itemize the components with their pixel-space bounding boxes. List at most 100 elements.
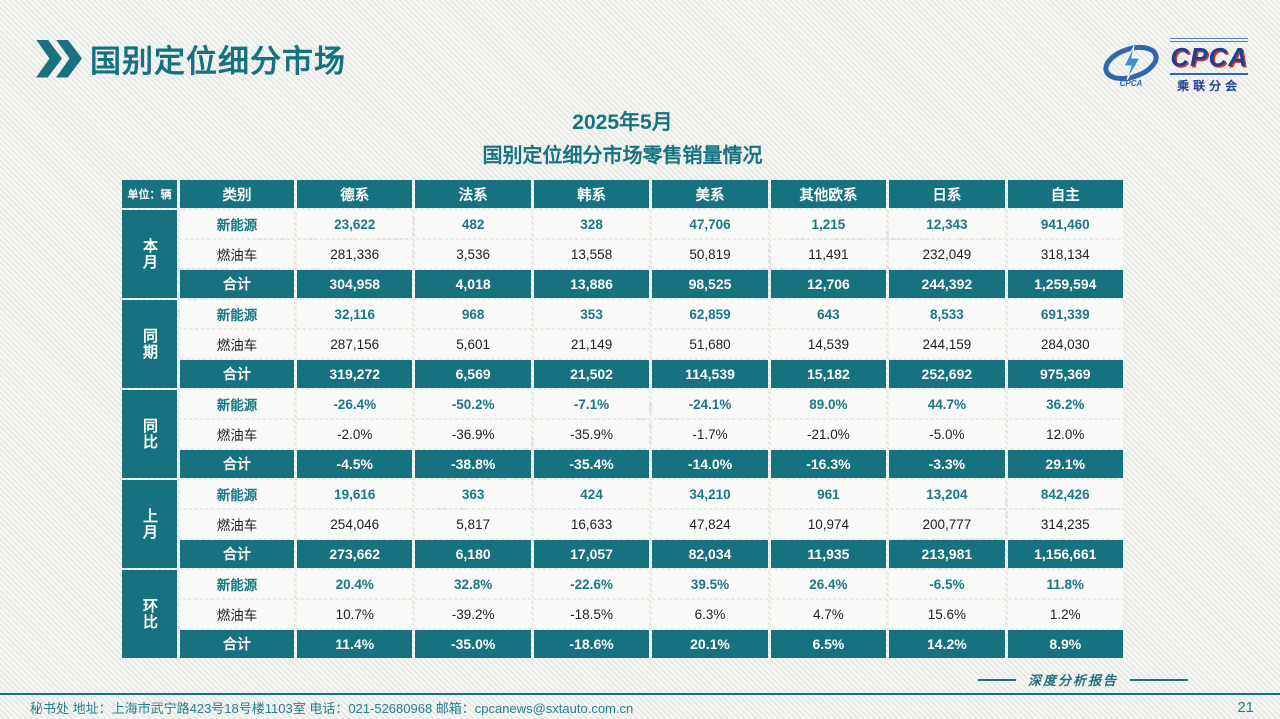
value-cell: -16.3% (770, 450, 887, 478)
value-cell: 319,272 (297, 360, 413, 388)
dash-rule (1130, 678, 1188, 681)
footer: 秘书处 地址：上海市武宁路423号18号楼1103室 电话：021-526809… (30, 698, 1254, 717)
unit-label: 单位：辆 (122, 180, 177, 208)
value-cell: 50,819 (652, 240, 768, 268)
report-type-text: 深度分析报告 (1027, 673, 1118, 688)
value-cell: 12,343 (889, 210, 1005, 238)
value-cell: 32,116 (297, 300, 413, 328)
row-label-total: 合计 (180, 270, 294, 298)
value-cell: 14,539 (770, 330, 887, 358)
row-label-ice: 燃油车 (180, 420, 294, 448)
row-group-label: 环比 (122, 570, 177, 658)
value-cell: 1.2% (1007, 600, 1123, 628)
row-group-label: 上月 (122, 480, 177, 568)
value-cell: 244,159 (889, 330, 1005, 358)
value-cell: 98,525 (652, 270, 768, 298)
page-title: 国别定位细分市场 (90, 44, 346, 79)
logo-wordmark: CPCA 乘联分会 (1170, 38, 1248, 94)
value-cell: 11,491 (770, 240, 887, 268)
value-cell: 6,180 (415, 540, 531, 568)
value-cell: -1.7% (652, 420, 768, 448)
table-title-line2: 国别定位细分市场零售销量情况 (482, 145, 763, 167)
value-cell: 39.5% (652, 570, 768, 598)
value-cell: -35.0% (415, 630, 531, 658)
value-cell: 12.0% (1007, 420, 1123, 448)
column-header: 法系 (415, 180, 531, 208)
value-cell: -21.0% (770, 420, 887, 448)
value-cell: 15,182 (770, 360, 887, 388)
value-cell: -4.5% (297, 450, 413, 478)
value-cell: 20.4% (297, 570, 413, 598)
row-label-ice: 燃油车 (180, 330, 294, 358)
value-cell: 254,046 (297, 510, 413, 538)
value-cell: -14.0% (652, 450, 768, 478)
page-number: 21 (1237, 699, 1254, 716)
value-cell: -22.6% (533, 570, 650, 598)
slide-header: 国别定位细分市场 (36, 36, 346, 81)
value-cell: -35.4% (533, 450, 650, 478)
value-cell: 11,935 (770, 540, 887, 568)
value-cell: 643 (770, 300, 887, 328)
column-header: 其他欧系 (770, 180, 887, 208)
value-cell: 21,502 (533, 360, 650, 388)
value-cell: 19,616 (297, 480, 413, 508)
value-cell: 17,057 (533, 540, 650, 568)
value-cell: 11.8% (1007, 570, 1123, 598)
value-cell: 47,706 (652, 210, 768, 238)
row-label-total: 合计 (180, 630, 294, 658)
value-cell: 353 (533, 300, 650, 328)
contact-info: 秘书处 地址：上海市武宁路423号18号楼1103室 电话：021-526809… (30, 701, 634, 716)
row-label-nev: 新能源 (180, 480, 294, 508)
value-cell: 6,569 (415, 360, 531, 388)
chevron-icon (36, 39, 62, 78)
value-cell: 34,210 (652, 480, 768, 508)
value-cell: -26.4% (297, 390, 413, 418)
value-cell: -7.1% (533, 390, 650, 418)
value-cell: 1,156,661 (1007, 540, 1123, 568)
column-header: 日系 (889, 180, 1005, 208)
value-cell: 51,680 (652, 330, 768, 358)
row-label-ice: 燃油车 (180, 510, 294, 538)
cpca-logo: CPCA CPCA 乘联分会 (1100, 38, 1248, 94)
value-cell: -36.9% (415, 420, 531, 448)
value-cell: 968 (415, 300, 531, 328)
value-cell: 281,336 (297, 240, 413, 268)
value-cell: 36.2% (1007, 390, 1123, 418)
table-title-line1: 2025年5月 (572, 111, 673, 134)
row-label-total: 合计 (180, 450, 294, 478)
value-cell: -39.2% (415, 600, 531, 628)
value-cell: 47,824 (652, 510, 768, 538)
value-cell: 26.4% (770, 570, 887, 598)
table-title: 2025年5月 国别定位细分市场零售销量情况 (122, 106, 1123, 168)
value-cell: 20.1% (652, 630, 768, 658)
value-cell: 82,034 (652, 540, 768, 568)
value-cell: 13,886 (533, 270, 650, 298)
row-label-total: 合计 (180, 360, 294, 388)
value-cell: 13,558 (533, 240, 650, 268)
value-cell: 14.2% (889, 630, 1005, 658)
value-cell: 232,049 (889, 240, 1005, 268)
value-cell: -18.6% (533, 630, 650, 658)
value-cell: 44.7% (889, 390, 1005, 418)
value-cell: 62,859 (652, 300, 768, 328)
row-label-nev: 新能源 (180, 390, 294, 418)
value-cell: -2.0% (297, 420, 413, 448)
value-cell: 12,706 (770, 270, 887, 298)
value-cell: 13,204 (889, 480, 1005, 508)
value-cell: -24.1% (652, 390, 768, 418)
value-cell: 328 (533, 210, 650, 238)
row-label-total: 合计 (180, 540, 294, 568)
value-cell: 21,149 (533, 330, 650, 358)
row-group-label: 同期 (122, 300, 177, 388)
value-cell: 5,601 (415, 330, 531, 358)
value-cell: 363 (415, 480, 531, 508)
row-group-label: 同比 (122, 390, 177, 478)
value-cell: 314,235 (1007, 510, 1123, 538)
row-label-nev: 新能源 (180, 300, 294, 328)
value-cell: -5.0% (889, 420, 1005, 448)
value-cell: 6.3% (652, 600, 768, 628)
value-cell: 273,662 (297, 540, 413, 568)
value-cell: 32.8% (415, 570, 531, 598)
value-cell: 16,633 (533, 510, 650, 538)
